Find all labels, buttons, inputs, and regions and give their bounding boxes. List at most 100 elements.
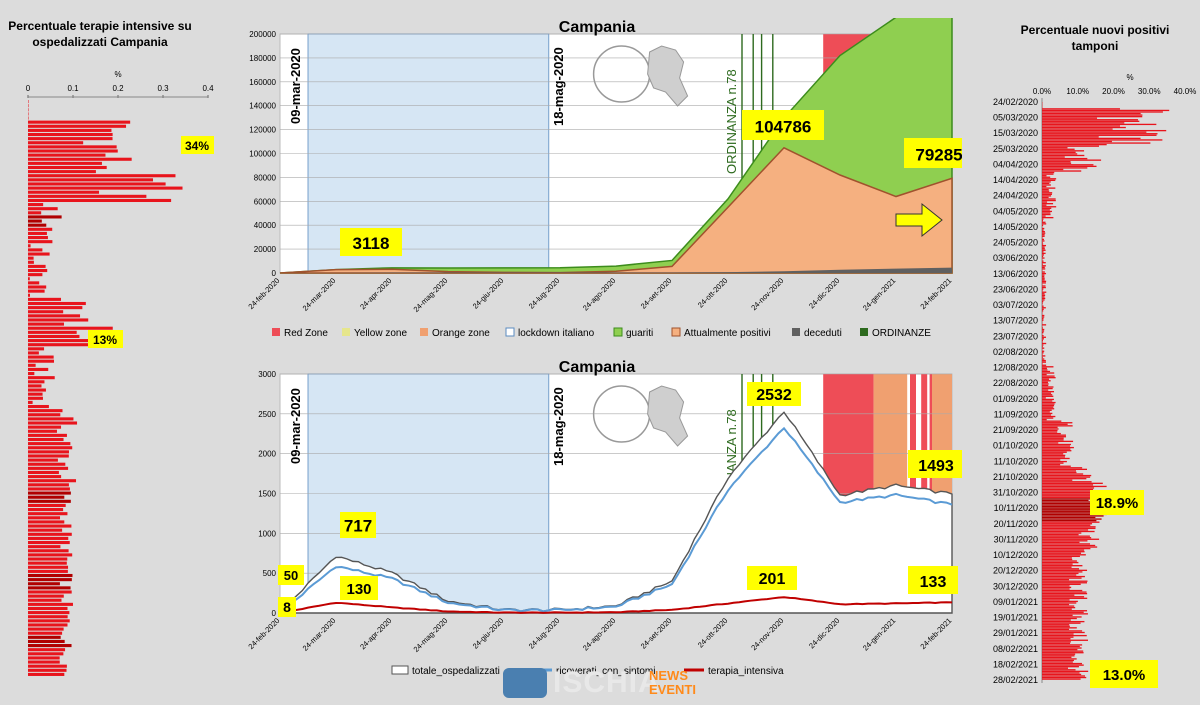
right-tick-label: 30.0% — [1138, 87, 1161, 96]
right-bar — [1042, 159, 1102, 161]
right-bar — [1042, 215, 1046, 217]
right-bar — [1042, 115, 1143, 118]
left-bar — [28, 540, 70, 545]
left-bar — [28, 508, 64, 512]
right-bar — [1042, 422, 1073, 424]
right-bar — [1042, 529, 1089, 531]
right-bar — [1042, 347, 1045, 349]
right-date-label: 18/02/2021 — [993, 659, 1038, 669]
callout-130: 130 — [340, 576, 378, 600]
x-tick-label: 24-gen-2021 — [861, 276, 897, 312]
x-tick-label: 24-feb-2020 — [246, 616, 281, 651]
right-bar — [1042, 577, 1082, 579]
right-bar — [1042, 468, 1088, 471]
right-bar — [1042, 622, 1081, 624]
right-bar — [1042, 620, 1085, 623]
right-bar — [1042, 240, 1045, 242]
left-bar — [28, 582, 60, 586]
legend-label: Red Zone — [284, 328, 328, 339]
left-bar — [28, 268, 48, 273]
legend-swatch — [505, 327, 515, 337]
left-bar — [28, 215, 62, 219]
right-bar — [1042, 457, 1070, 460]
right-bar — [1042, 232, 1046, 234]
right-bar — [1042, 617, 1077, 620]
right-date-label: 25/03/2020 — [993, 144, 1038, 154]
right-bar — [1042, 588, 1070, 590]
left-callout-34: 34% — [181, 136, 214, 154]
right-bar — [1042, 221, 1046, 223]
right-bar — [1042, 535, 1090, 537]
left-bar — [28, 635, 61, 639]
right-bar — [1042, 122, 1125, 124]
right-bar — [1042, 230, 1045, 233]
right-date-label: 13/06/2020 — [993, 269, 1038, 279]
right-bar — [1042, 189, 1049, 191]
left-bar — [28, 104, 29, 108]
left-bar — [28, 207, 58, 211]
right-bar — [1042, 432, 1061, 435]
left-bar — [28, 116, 29, 120]
right-bar — [1042, 182, 1050, 185]
right-bar — [1042, 490, 1095, 492]
right-bar — [1042, 582, 1088, 584]
left-bar — [28, 301, 86, 306]
right-bar — [1042, 641, 1071, 643]
right-bar — [1042, 437, 1064, 439]
right-bar — [1042, 448, 1071, 450]
right-tick-label: 0.0% — [1033, 87, 1051, 96]
right-bar — [1042, 418, 1047, 421]
left-bar — [28, 450, 69, 454]
left-callout-box — [181, 136, 214, 154]
watermark-map-icon — [647, 385, 689, 447]
callout-box — [340, 512, 376, 538]
left-tick-label: 0.4 — [202, 84, 214, 93]
x-tick-label: 24-lug-2020 — [527, 276, 562, 311]
right-bar — [1042, 544, 1096, 547]
left-bar — [28, 273, 43, 277]
right-bar — [1042, 181, 1051, 183]
x-tick-label: 24-mar-2020 — [301, 276, 338, 313]
legend-swatch — [391, 665, 409, 675]
left-bar — [28, 479, 77, 483]
right-date-label: 30/12/2020 — [993, 581, 1038, 591]
chart-title: Campania — [559, 360, 636, 376]
left-bar — [28, 203, 44, 207]
right-bar — [1042, 526, 1096, 528]
right-bar — [1042, 366, 1054, 368]
left-bar — [28, 264, 46, 268]
x-tick-label: 24-apr-2020 — [358, 616, 393, 651]
right-bar — [1042, 136, 1099, 138]
right-bar — [1042, 378, 1049, 380]
left-bar — [28, 561, 67, 565]
right-bar — [1042, 204, 1047, 206]
right-bar — [1042, 446, 1074, 449]
left-bar — [28, 627, 64, 631]
left-bar — [28, 310, 64, 314]
right-bar — [1042, 184, 1051, 186]
right-bar — [1042, 369, 1048, 371]
right-date-label: 11/10/2020 — [994, 456, 1038, 466]
left-bar — [28, 388, 46, 392]
right-bar — [1042, 591, 1087, 593]
left-bar — [28, 306, 83, 310]
x-tick-label: 24-lug-2020 — [527, 616, 562, 651]
right-bar — [1042, 246, 1045, 248]
right-bar — [1042, 241, 1043, 244]
right-bar — [1042, 171, 1055, 174]
left-bar — [28, 573, 73, 578]
y-tick-label: 2000 — [258, 450, 276, 459]
right-date-label: 20/12/2020 — [993, 566, 1038, 576]
right-bar — [1042, 645, 1080, 648]
y-tick-label: 1000 — [258, 529, 276, 538]
callout-2532: 2532 — [747, 382, 801, 406]
right-bar — [1042, 293, 1045, 295]
right-bar — [1042, 331, 1044, 334]
left-bar — [28, 404, 49, 409]
right-bar — [1042, 543, 1091, 545]
callout-box — [747, 382, 801, 406]
left-bar — [28, 124, 127, 128]
right-bar — [1042, 257, 1045, 259]
left-bar — [28, 363, 36, 367]
right-bar — [1042, 324, 1047, 326]
